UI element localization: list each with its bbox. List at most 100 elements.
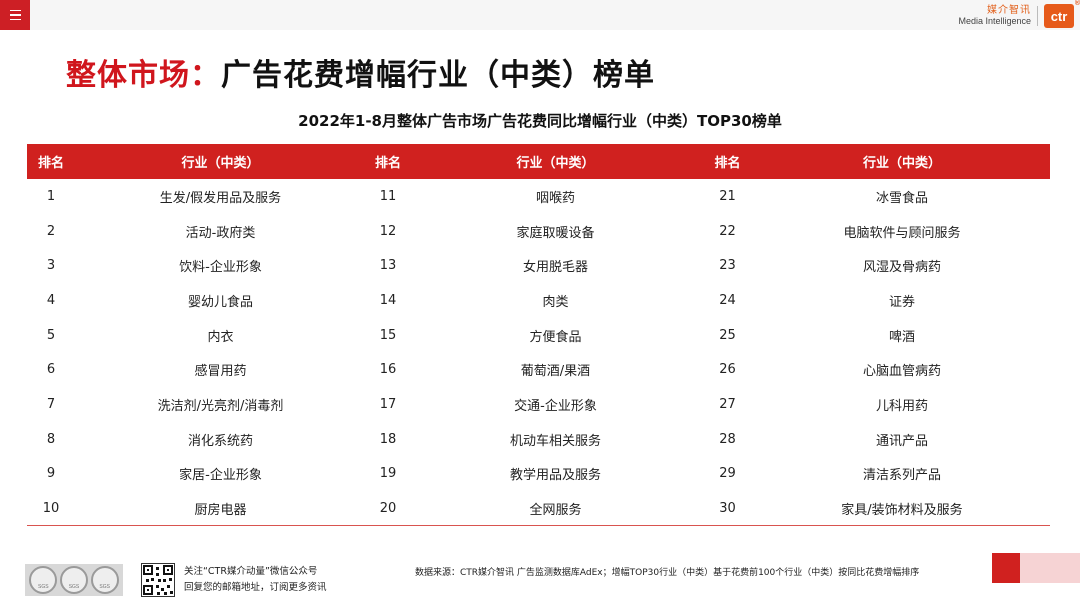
header-industry: 行业（中类） [754,144,1050,179]
page-title: 整体市场：广告花费增幅行业（中类）榜单 [66,50,655,94]
header-rank: 排名 [701,144,754,179]
industry-cell: 通讯产品 [875,433,928,449]
industry-cell: 机动车相关服务 [509,433,601,449]
header-industry: 行业（中类） [75,144,366,179]
industry-cell: 女用脱毛器 [522,260,588,276]
industry-cell: 活动-政府类 [185,225,256,241]
table-row: 4 婴幼儿食品 14 肉类 24 证券 [27,283,1050,318]
header-industry: 行业（中类） [410,144,701,179]
rank-cell: 13 [379,258,397,274]
industry-cell: 饮料-企业形象 [179,260,262,276]
wechat-follow-note: 关注“CTR媒介动量”微信公众号 回复您的邮箱地址，订阅更多资讯 [184,564,327,596]
rank-cell: 8 [46,431,56,447]
rank-cell: 19 [379,466,397,482]
rank-cell: 1 [46,188,56,204]
industry-cell: 厨房电器 [75,491,366,527]
corner-decoration-pink [1020,553,1080,583]
industry-cell: 家具/装饰材料及服务 [754,491,1050,527]
rank-cell: 23 [719,258,736,274]
rank-cell: 24 [719,292,736,308]
page-title-rest: 广告花费增幅行业（中类）榜单 [221,58,655,93]
industry-cell: 消化系统药 [187,433,253,449]
ranking-table: 排名 行业（中类） 排名 行业（中类） 排名 行业（中类） 1 生发/假发用品及… [27,144,1050,527]
ctr-logo: ctr ® [1044,0,1080,28]
menu-icon[interactable] [0,0,30,30]
industry-cell: 冰雪食品 [875,190,928,206]
table-header-row: 排名 行业（中类） 排名 行业（中类） 排名 行业（中类） [27,144,1050,179]
brand-name-cn: 媒介智讯 [987,5,1031,16]
rank-cell: 29 [719,466,736,482]
table-row: 9 家居-企业形象 19 教学用品及服务 29 清洁系列产品 [27,457,1050,492]
industry-cell: 内衣 [207,329,234,345]
rank-cell: 30 [701,491,754,527]
rank-cell: 9 [46,466,56,482]
table-row: 10 厨房电器 20 全网服务 30 家具/装饰材料及服务 [27,491,1050,527]
corner-decoration-red [992,553,1020,583]
industry-cell: 肉类 [542,294,569,310]
rank-cell: 17 [379,396,397,412]
rank-cell: 20 [366,491,410,527]
sgs-seal-icon: SGS [29,566,58,594]
sgs-seal-icon: SGS [59,566,88,594]
follow-line-1: 关注“CTR媒介动量”微信公众号 [184,566,318,577]
rank-cell: 27 [719,396,736,412]
rank-cell: 22 [719,223,736,239]
industry-cell: 儿科用药 [875,398,928,414]
industry-cell: 家庭取暖设备 [516,225,595,241]
industry-cell: 婴幼儿食品 [187,294,253,310]
rank-cell: 5 [46,327,56,343]
industry-cell: 洗洁剂/光亮剂/消毒剂 [157,398,284,414]
table-row: 7 洗洁剂/光亮剂/消毒剂 17 交通-企业形象 27 儿科用药 [27,387,1050,422]
table-row: 2 活动-政府类 12 家庭取暖设备 22 电脑软件与顾问服务 [27,214,1050,249]
rank-cell: 3 [46,258,56,274]
industry-cell: 咽喉药 [535,190,575,206]
page-title-highlight: 整体市场： [66,58,221,93]
table-row: 3 饮料-企业形象 13 女用脱毛器 23 风湿及骨病药 [27,248,1050,283]
brand-divider [1037,6,1038,26]
industry-cell: 感冒用药 [194,364,247,380]
brand-name-en: Media Intelligence [958,16,1031,26]
industry-cell: 生发/假发用品及服务 [159,190,282,206]
industry-cell: 方便食品 [529,329,582,345]
rank-cell: 21 [719,188,736,204]
top-bar: 媒介智讯 Media Intelligence ctr ® [0,0,1080,30]
rank-cell: 2 [46,223,56,239]
rank-cell: 4 [46,292,56,308]
header-rank: 排名 [366,144,410,179]
industry-cell: 啤酒 [888,329,915,345]
industry-cell: 葡萄酒/果酒 [520,364,591,380]
industry-cell: 风湿及骨病药 [862,260,941,276]
table-row: 8 消化系统药 18 机动车相关服务 28 通讯产品 [27,422,1050,457]
rank-cell: 11 [379,188,397,204]
industry-cell: 教学用品及服务 [509,468,601,484]
table-row: 1 生发/假发用品及服务 11 咽喉药 21 冰雪食品 [27,179,1050,214]
data-source-note: 数据来源：CTR媒介智讯 广告监测数据库AdEx；增幅TOP30行业（中类）基于… [415,568,920,578]
rank-cell: 15 [379,327,397,343]
table-row: 6 感冒用药 16 葡萄酒/果酒 26 心脑血管病药 [27,352,1050,387]
table-row: 5 内衣 15 方便食品 25 啤酒 [27,318,1050,353]
rank-cell: 14 [379,292,397,308]
rank-cell: 18 [379,431,397,447]
rank-cell: 26 [719,362,736,378]
rank-cell: 28 [719,431,736,447]
industry-cell: 清洁系列产品 [862,468,941,484]
industry-cell: 电脑软件与顾问服务 [843,225,961,241]
rank-cell: 7 [46,396,56,412]
follow-line-2: 回复您的邮箱地址，订阅更多资讯 [184,582,327,593]
rank-cell: 16 [379,362,397,378]
industry-cell: 全网服务 [410,491,701,527]
rank-cell: 6 [46,362,56,378]
registered-mark: ® [1074,0,1080,7]
brand: 媒介智讯 Media Intelligence ctr ® [958,0,1080,29]
industry-cell: 家居-企业形象 [179,468,262,484]
industry-cell: 心脑血管病药 [862,364,941,380]
logo-text: ctr [1050,8,1068,24]
header-rank: 排名 [27,144,75,179]
sgs-seal-icon: SGS [90,566,119,594]
rank-cell: 12 [379,223,397,239]
rank-cell: 10 [27,491,75,527]
qr-code-icon [141,563,175,597]
industry-cell: 交通-企业形象 [514,398,597,414]
sgs-certification-badges: SGS SGS SGS [25,564,123,596]
table-title: 2022年1-8月整体广告市场广告花费同比增幅行业（中类）TOP30榜单 [298,112,782,130]
